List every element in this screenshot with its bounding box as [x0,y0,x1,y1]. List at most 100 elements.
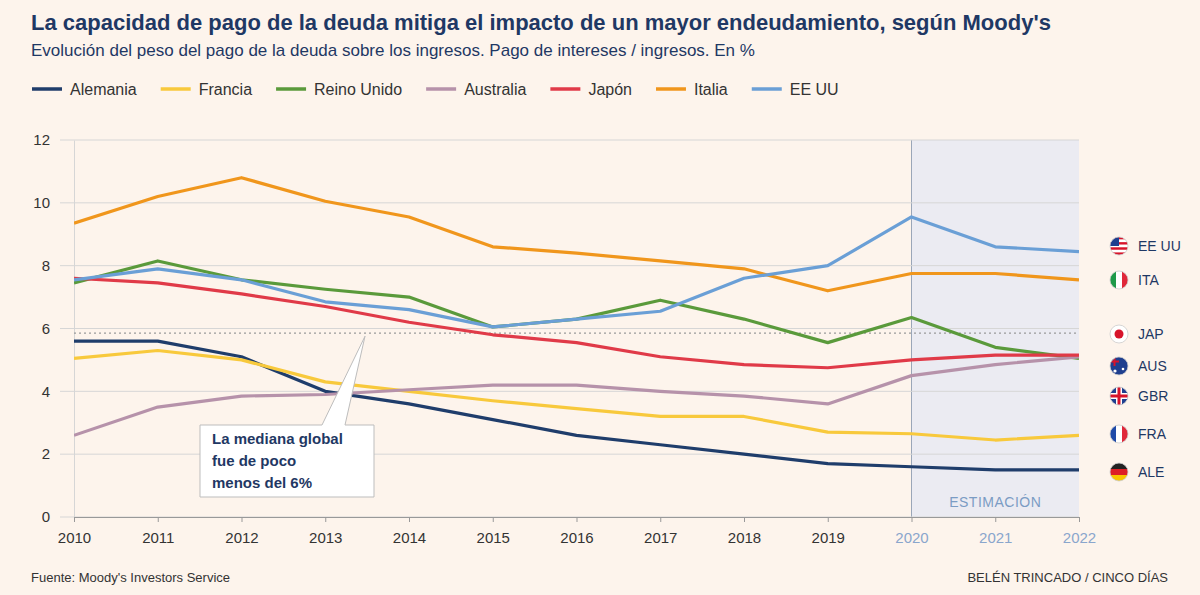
annotation-text: menos del 6% [212,474,312,491]
x-tick-label: 2022 [1063,529,1096,546]
estimate-label: ESTIMACIÓN [949,494,1041,510]
legend-label: Reino Unido [314,81,402,98]
flag-border [1110,271,1128,289]
y-tick-label: 8 [42,257,50,274]
side-label-text: FRA [1138,426,1167,442]
side-label: ALE [1110,463,1164,481]
flag-part [1115,330,1124,339]
legend: Alemania Francia Reino Unido Australia Japón… [32,81,839,98]
x-tick-label: 2012 [225,529,258,546]
legend-swatch [426,87,456,91]
y-tick: 8 [42,257,74,274]
legend-item: Francia [161,81,252,98]
y-tick: 12 [33,131,74,148]
background [0,0,1200,595]
side-label-text: AUS [1138,358,1167,374]
flag [1110,357,1128,375]
y-tick-label: 2 [42,445,50,462]
side-label: JAP [1110,325,1164,343]
grid-line [60,328,1079,329]
flag-border [1110,237,1128,255]
legend-label: Francia [199,81,252,98]
x-tick-mark [242,517,243,522]
y-tick: 4 [42,383,74,400]
flag-part [1110,247,1128,250]
x-axis: 2010 2011 2012 2013 2014 2015 2016 2017 2018 2019… [58,517,1096,546]
x-tick: 2017 [644,517,677,546]
x-tick: 2016 [560,517,593,546]
legend-swatch [276,87,306,91]
y-tick: 6 [42,320,74,337]
x-tick-mark [995,517,996,522]
legend-label: Alemania [70,81,137,98]
y-axis: 0 2 4 6 8 10 12 [33,131,74,525]
x-tick: 2022 [1063,517,1096,546]
x-tick-mark [828,517,829,522]
y-tick: 0 [42,508,74,525]
flag [1110,237,1128,255]
x-tick-label: 2020 [895,529,928,546]
series-line [74,178,1079,291]
legend-swatch [32,87,62,91]
legend-swatch [752,87,782,91]
y-tick-label: 10 [33,194,50,211]
x-tick: 2010 [58,517,91,546]
y-tick: 2 [42,445,74,462]
flag-border [1110,387,1128,405]
x-tick-label: 2014 [393,529,426,546]
legend-item: Italia [656,81,728,98]
x-tick-mark [1079,517,1080,522]
x-tick: 2011 [142,517,174,546]
annotation-box [200,336,374,497]
annotation-text: La mediana global [212,430,343,447]
legend-item: Australia [426,81,526,98]
x-tick-mark [158,517,159,522]
median-line [74,333,1079,334]
x-tick-mark [912,517,913,522]
legend-label: Japón [588,81,632,98]
x-tick-label: 2013 [309,529,342,546]
x-tick-mark [660,517,661,522]
x-tick: 2018 [728,517,761,546]
flag [1110,387,1128,405]
x-tick-label: 2021 [979,529,1012,546]
flag-part [1113,369,1116,372]
grid-line [60,391,1079,392]
flag-part [1122,368,1125,371]
legend-label: Italia [694,81,728,98]
y-tick: 10 [33,194,74,211]
x-tick: 2015 [477,517,510,546]
flag-part [1116,271,1122,289]
y-tick-label: 4 [42,383,50,400]
legend-swatch [550,87,580,91]
x-tick-label: 2019 [812,529,845,546]
source: Fuente: Moody's Investors Service [31,570,230,585]
series-line [74,278,1079,368]
side-label-text: EE UU [1138,238,1181,254]
side-label-text: JAP [1138,326,1164,342]
subtitle: Evolución del peso del pago de la deuda … [31,41,755,60]
y-axis-line [74,141,75,518]
x-tick: 2013 [309,517,342,546]
y-tick-label: 12 [33,131,50,148]
side-label: EE UU [1110,237,1181,255]
flag-border [1110,325,1128,343]
y-tick-label: 6 [42,320,50,337]
x-tick-mark [493,517,494,522]
side-label-text: GBR [1138,388,1168,404]
x-tick: 2021 [979,517,1012,546]
legend-item: EE UU [752,81,839,98]
flag [1110,425,1128,443]
grid-line [60,140,1079,141]
annotation: La mediana globalfue de pocomenos del 6% [200,336,374,497]
x-tick-label: 2017 [644,529,677,546]
flag-border [1110,425,1128,443]
legend-label: EE UU [790,81,839,98]
legend-item: Alemania [32,81,137,98]
x-tick-mark [325,517,326,522]
x-tick-label: 2010 [58,529,91,546]
side-label: ITA [1110,271,1159,289]
flag-part [1110,325,1128,343]
x-tick-mark [577,517,578,522]
side-label: FRA [1110,425,1167,443]
